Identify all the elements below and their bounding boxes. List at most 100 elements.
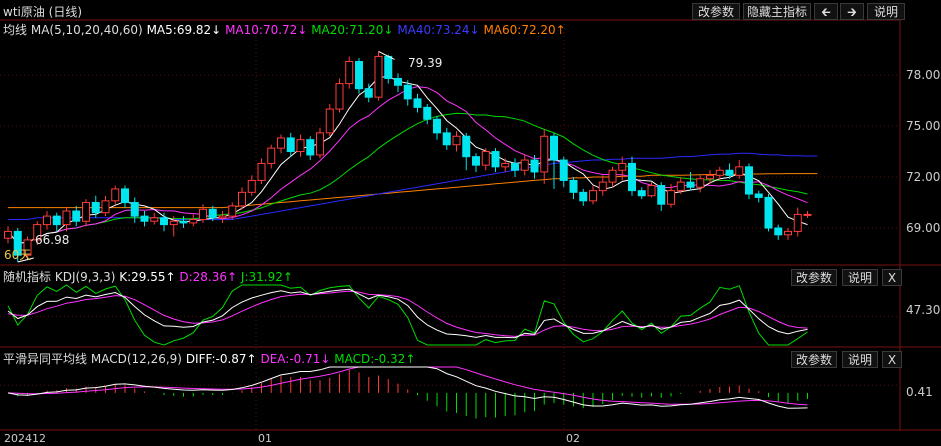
candle-body: [774, 227, 783, 236]
candle-body: [472, 156, 480, 166]
high-marker: [378, 51, 395, 60]
x-label-jan: 01: [258, 432, 272, 445]
candle-body: [218, 215, 227, 219]
candle-body: [52, 215, 61, 226]
candle-body: [325, 108, 334, 134]
prev-button[interactable]: 🡰: [814, 3, 838, 20]
candle-body: [579, 191, 588, 202]
candle-body: [13, 230, 22, 256]
kdj-k-line: [7, 288, 808, 339]
candle-body: [169, 220, 178, 226]
ma20-line: [7, 112, 808, 244]
candle-body: [306, 139, 315, 156]
candle-body: [715, 169, 724, 176]
candle-body: [511, 162, 519, 171]
candle-body: [550, 135, 558, 161]
kdj-params: KDJ(9,3,3): [54, 270, 116, 284]
ma40-line: [8, 152, 818, 220]
candle-body: [62, 210, 71, 226]
candle-body: [150, 217, 159, 222]
ma60-line: [8, 173, 818, 209]
left-arrow-icon: 🡰: [821, 5, 831, 19]
macd-params-button[interactable]: 改参数: [791, 351, 837, 368]
kdj-legend: 随机指标 KDJ(9,3,3) K:29.55↑ D:28.36↑ J:31.9…: [3, 268, 293, 285]
macd-dif-line: [7, 366, 808, 409]
candle-body: [442, 132, 451, 146]
hide-main-indicator-button[interactable]: 隐藏主指标: [743, 3, 811, 20]
kdj-help-button[interactable]: 说明: [842, 269, 878, 286]
high-price-label: 79.39: [408, 56, 443, 70]
candle-body: [491, 151, 500, 168]
candle-body: [433, 118, 441, 134]
macd-dea-line: [7, 366, 808, 406]
main-indicator-params: MA(5,10,20,40,60): [30, 23, 143, 37]
candle-body: [160, 217, 168, 226]
help-button[interactable]: 说明: [867, 3, 905, 20]
candle-body: [520, 159, 529, 171]
candle-body: [676, 181, 685, 192]
candle-body: [452, 135, 461, 146]
candle-body: [754, 193, 763, 198]
candle-body: [394, 77, 402, 86]
candle-body: [462, 135, 471, 158]
macd-diff-value: DIFF:-0.87↑: [185, 352, 257, 366]
candle-body: [530, 159, 539, 173]
right-arrow-icon: 🡲: [847, 5, 857, 19]
candle-body: [189, 219, 198, 224]
kdj-d-line: [7, 290, 808, 337]
candle-body: [121, 188, 129, 204]
candle-body: [686, 181, 695, 188]
kdj-params-button[interactable]: 改参数: [791, 269, 837, 286]
candle-body: [33, 224, 42, 241]
candle-body: [764, 196, 773, 229]
candle-body: [784, 230, 792, 236]
candle-body: [628, 162, 636, 192]
candle-body: [364, 88, 373, 98]
candle-body: [374, 55, 383, 98]
kdj-j-line: [7, 284, 808, 346]
candle-body: [608, 169, 617, 183]
x-label-feb: 02: [566, 432, 580, 445]
candle-body: [725, 169, 734, 176]
candle-body: [179, 220, 188, 224]
candle-body: [540, 135, 549, 173]
candle-body: [91, 202, 100, 214]
macd-name: 平滑异同平均线: [3, 352, 88, 366]
main-indicator-name: 均线: [3, 23, 28, 37]
kdj-d-value: D:28.36↑: [179, 270, 238, 284]
macd-legend: 平滑异同平均线 MACD(12,26,9) DIFF:-0.87↑ DEA:-0…: [3, 350, 415, 367]
candle-body: [569, 179, 578, 193]
y-tick-2: 75.00: [906, 119, 940, 133]
candle-body: [111, 188, 120, 202]
window-title: wti原油 (日线): [3, 5, 83, 19]
macd-help-button[interactable]: 说明: [842, 351, 878, 368]
candle-body: [140, 215, 149, 222]
y-tick-0: 69.00: [906, 221, 940, 235]
candle-body: [23, 239, 32, 256]
candle-body: [745, 166, 753, 195]
candle-body: [286, 137, 295, 153]
candle-body: [618, 162, 627, 171]
candle-body: [277, 137, 285, 149]
candle-body: [345, 60, 354, 85]
candle-body: [657, 185, 666, 205]
macd-dea-value: DEA:-0.71↓: [260, 352, 331, 366]
candle-body: [335, 83, 344, 110]
ma20-value: MA20:71.20↓: [311, 23, 394, 37]
candle-body: [413, 98, 422, 108]
macd-close-button[interactable]: X: [882, 351, 902, 368]
params-button[interactable]: 改参数: [692, 3, 740, 20]
candle-body: [238, 191, 246, 207]
candle-body: [793, 213, 802, 232]
candle-body: [706, 174, 714, 180]
kdj-close-button[interactable]: X: [882, 269, 902, 286]
period-label: 60天: [4, 248, 32, 262]
ma5-value: MA5:69.82↓: [146, 23, 222, 37]
main-legend: 均线 MA(5,10,20,40,60) MA5:69.82↓ MA10:70.…: [3, 21, 566, 38]
ma60-value: MA60:72.20↑: [483, 23, 566, 37]
candle-body: [598, 181, 607, 192]
next-button[interactable]: 🡲: [840, 3, 864, 20]
candle-body: [481, 151, 490, 166]
kdj-j-value: J:31.92↑: [240, 270, 293, 284]
